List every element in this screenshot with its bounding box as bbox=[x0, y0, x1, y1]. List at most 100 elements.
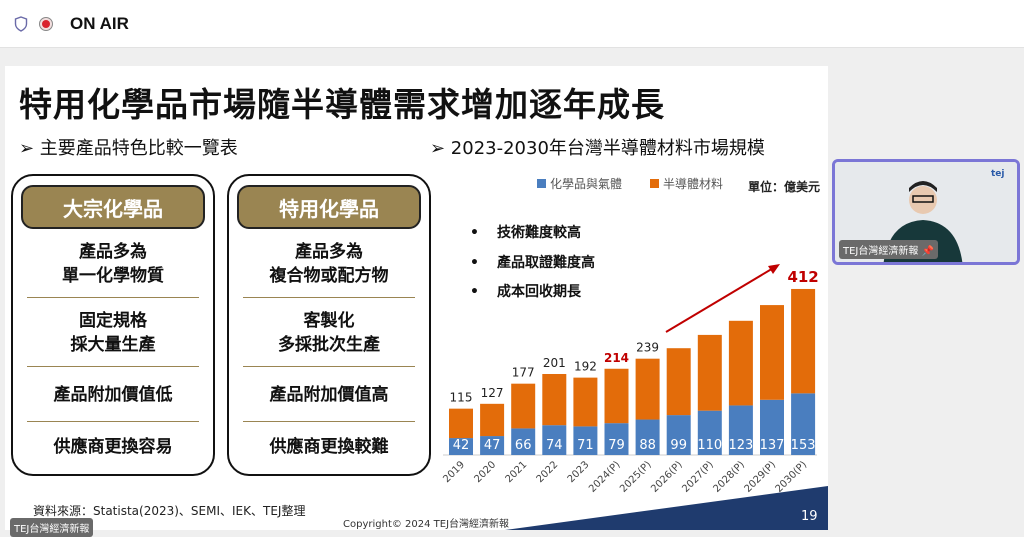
card-row: 單一化學物質 bbox=[62, 266, 164, 286]
x-tick-label: 2019 bbox=[441, 459, 467, 485]
presenter-video[interactable]: tej TEJ台灣經濟新報 📌 bbox=[832, 159, 1020, 265]
card-row: 多採批次生產 bbox=[278, 335, 380, 355]
bar-value-label: 110 bbox=[697, 438, 722, 453]
bar-value-label: 47 bbox=[484, 438, 501, 453]
bar-value-label: 42 bbox=[453, 438, 470, 453]
total-label: 115 bbox=[450, 391, 473, 405]
bar-chemicals bbox=[480, 436, 505, 455]
on-air-status: ON AIR bbox=[70, 13, 129, 33]
bar-materials bbox=[666, 348, 691, 416]
bar-materials bbox=[604, 368, 629, 424]
divider bbox=[27, 366, 199, 367]
x-tick-label: 2022 bbox=[535, 459, 561, 485]
total-label: 412 bbox=[787, 268, 818, 286]
bar-value-label: 99 bbox=[670, 438, 687, 453]
specialty-chemicals-card: 特用化學品 產品多為 複合物或配方物 客製化 多採批次生產 產品附加價值高 供應… bbox=[227, 174, 431, 476]
bar-materials bbox=[480, 403, 505, 437]
bar-chemicals bbox=[573, 426, 598, 455]
bar-value-label: 123 bbox=[728, 438, 753, 453]
bullet-item: • 技術難度較高 bbox=[470, 225, 581, 241]
bar-chemicals bbox=[791, 393, 816, 455]
bar-materials bbox=[573, 377, 598, 427]
bar-materials bbox=[449, 408, 473, 439]
card-row: 客製化 bbox=[303, 311, 355, 331]
x-tick-label: 2020 bbox=[472, 459, 498, 485]
card-row: 產品多為 bbox=[295, 242, 363, 262]
bar-chemicals bbox=[666, 415, 691, 455]
bar-materials bbox=[760, 305, 784, 400]
bar-materials bbox=[542, 373, 567, 426]
shield-icon bbox=[14, 15, 28, 32]
presentation-slide: 特用化學品市場隨半導體需求增加逐年成長 ➢ 主要產品特色比較一覽表 ➢ 2023… bbox=[5, 66, 828, 530]
divider bbox=[27, 297, 199, 298]
legend-swatch bbox=[650, 179, 659, 188]
slide-title: 特用化學品市場隨半導體需求增加逐年成長 bbox=[19, 85, 665, 124]
bar-chemicals bbox=[542, 425, 567, 455]
x-tick-label: 2029(P) bbox=[743, 459, 779, 495]
x-tick-label: 2023 bbox=[566, 459, 592, 485]
bar-value-label: 71 bbox=[577, 438, 594, 453]
left-heading: ➢ 主要產品特色比較一覽表 bbox=[19, 138, 238, 159]
footer-decoration bbox=[505, 486, 828, 530]
x-tick-label: 2021 bbox=[504, 459, 530, 485]
divider bbox=[243, 366, 415, 367]
card-row: 供應商更換容易 bbox=[53, 437, 173, 457]
x-tick-label: 2024(P) bbox=[587, 459, 623, 495]
bar-value-label: 153 bbox=[791, 438, 816, 453]
legend-chemicals: 化學品與氣體 bbox=[537, 175, 622, 192]
x-tick-label: 2025(P) bbox=[618, 459, 654, 495]
legend-swatch bbox=[537, 179, 546, 188]
divider bbox=[27, 421, 199, 422]
bar-chemicals bbox=[697, 410, 722, 455]
bar-value-label: 79 bbox=[608, 438, 625, 453]
source-note: 資料來源：Statista(2023)、SEMI、IEK、TEJ整理 bbox=[33, 504, 306, 518]
bar-value-label: 66 bbox=[515, 438, 532, 453]
card-header: 特用化學品 bbox=[237, 185, 421, 229]
copyright: Copyright© 2024 TEJ台灣經濟新報 bbox=[343, 519, 510, 530]
legend-label: 半導體材料 bbox=[663, 177, 724, 191]
legend-materials: 半導體材料 bbox=[650, 175, 723, 192]
bar-value-label: 74 bbox=[546, 438, 563, 453]
card-row: 固定規格 bbox=[79, 311, 147, 331]
total-label: 192 bbox=[574, 360, 597, 374]
tej-logo: tej bbox=[991, 169, 1005, 179]
bar-chemicals bbox=[760, 399, 784, 455]
bar-chemicals bbox=[635, 419, 660, 455]
unit-label: 單位：億美元 bbox=[748, 180, 821, 194]
x-tick-label: 2028(P) bbox=[711, 459, 747, 495]
bar-chemicals bbox=[604, 423, 629, 455]
bar-materials bbox=[511, 383, 536, 429]
bar-chemicals bbox=[449, 438, 473, 455]
bar-materials bbox=[635, 358, 660, 420]
x-tick-label: 2026(P) bbox=[649, 459, 685, 495]
card-row: 複合物或配方物 bbox=[269, 266, 389, 286]
card-row: 產品多為 bbox=[79, 242, 147, 262]
record-icon[interactable] bbox=[38, 16, 54, 32]
camera-label: TEJ台灣經濟新報 📌 bbox=[839, 240, 939, 259]
x-tick-label: 2027(P) bbox=[680, 459, 716, 495]
legend-label: 化學品與氣體 bbox=[550, 177, 623, 191]
trend-arrow bbox=[665, 266, 776, 333]
card-header: 大宗化學品 bbox=[21, 185, 205, 229]
total-label: 201 bbox=[543, 356, 566, 370]
arrow-head-icon bbox=[768, 264, 780, 274]
right-heading: ➢ 2023-2030年台灣半導體材料市場規模 bbox=[430, 138, 765, 159]
bar-materials bbox=[728, 320, 753, 406]
bullet-item: • 成本回收期長 bbox=[470, 284, 581, 300]
card-row: 採大量生產 bbox=[70, 335, 156, 355]
bar-chemicals bbox=[511, 428, 536, 455]
watermark-tag: TEJ台灣經濟新報 bbox=[10, 518, 94, 537]
card-row: 供應商更換較難 bbox=[269, 437, 389, 457]
bar-chemicals bbox=[728, 405, 753, 455]
card-row: 產品附加價值高 bbox=[269, 385, 389, 405]
bar-materials bbox=[791, 288, 816, 394]
stacked-bar-chart: 42 115 2019 47 127 2020 66 177 2021 74 201 2022 71 19… bbox=[441, 264, 828, 530]
bulk-chemicals-card: 大宗化學品 產品多為 單一化學物質 固定規格 採大量生產 產品附加價值低 供應商… bbox=[11, 174, 215, 476]
pin-icon[interactable]: 📌 bbox=[921, 246, 935, 257]
divider bbox=[243, 297, 415, 298]
total-label: 177 bbox=[512, 366, 535, 380]
page-number: 19 bbox=[801, 509, 818, 524]
top-bar: ON AIR bbox=[0, 0, 1024, 48]
total-label: 239 bbox=[636, 341, 659, 355]
bullet-item: • 產品取證難度高 bbox=[470, 255, 595, 271]
